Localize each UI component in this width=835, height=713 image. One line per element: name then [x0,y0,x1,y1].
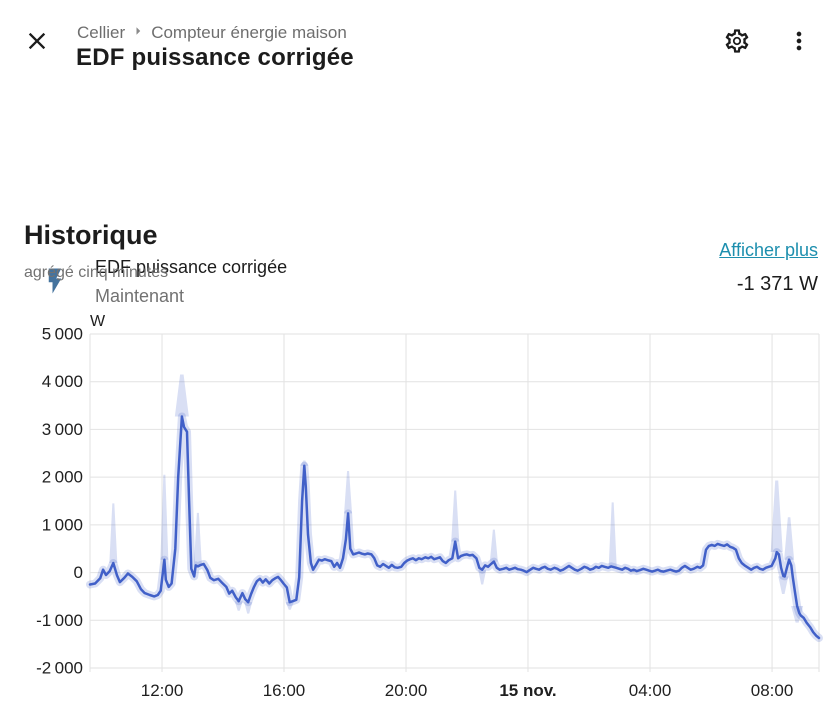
gear-icon [723,27,751,58]
svg-text:20:00: 20:00 [385,681,428,700]
svg-text:2 000: 2 000 [42,468,83,487]
settings-button[interactable] [721,26,753,58]
overflow-menu-button[interactable] [783,26,815,58]
svg-text:16:00: 16:00 [263,681,306,700]
history-chart-container: 5 000 4 000 3 000 2 000 1 000 0 -1 000 -2 000 12… [0,300,835,713]
entity-state-row: EDF puissance corrigée Maintenant -1 371… [0,126,835,306]
history-chart[interactable]: 5 000 4 000 3 000 2 000 1 000 0 -1 000 -2 000 12… [0,300,835,713]
svg-text:W: W [90,313,106,330]
entity-last-changed: Maintenant [95,286,185,306]
close-icon [23,27,51,58]
svg-text:08:00: 08:00 [751,681,794,700]
entity-name: EDF puissance corrigée [95,257,288,277]
show-more-link[interactable]: Afficher plus [719,240,818,260]
svg-text:12:00: 12:00 [141,681,184,700]
dots-vertical-icon [785,27,813,58]
svg-text:-2 000: -2 000 [36,659,83,678]
entity-state-value: -1 371 W [736,273,818,295]
svg-text:5 000: 5 000 [42,325,83,344]
breadcrumb: Cellier Compteur énergie maison [77,21,347,45]
close-button[interactable] [21,26,53,58]
svg-text:04:00: 04:00 [629,681,672,700]
svg-text:4 000: 4 000 [42,372,83,391]
svg-text:15 nov.: 15 nov. [499,681,556,700]
dialog-title: EDF puissance corrigée [76,44,354,71]
flash-icon [40,266,70,296]
svg-text:0: 0 [74,563,83,582]
svg-text:3 000: 3 000 [42,420,83,439]
history-subtitle: agrégé cinq minutes [24,264,169,281]
breadcrumb-device[interactable]: Compteur énergie maison [151,23,347,42]
history-title: Historique [24,220,158,250]
svg-text:1 000: 1 000 [42,515,83,534]
svg-text:-1 000: -1 000 [36,611,83,630]
breadcrumb-area[interactable]: Cellier [77,23,126,42]
chevron-right-icon [129,21,147,45]
